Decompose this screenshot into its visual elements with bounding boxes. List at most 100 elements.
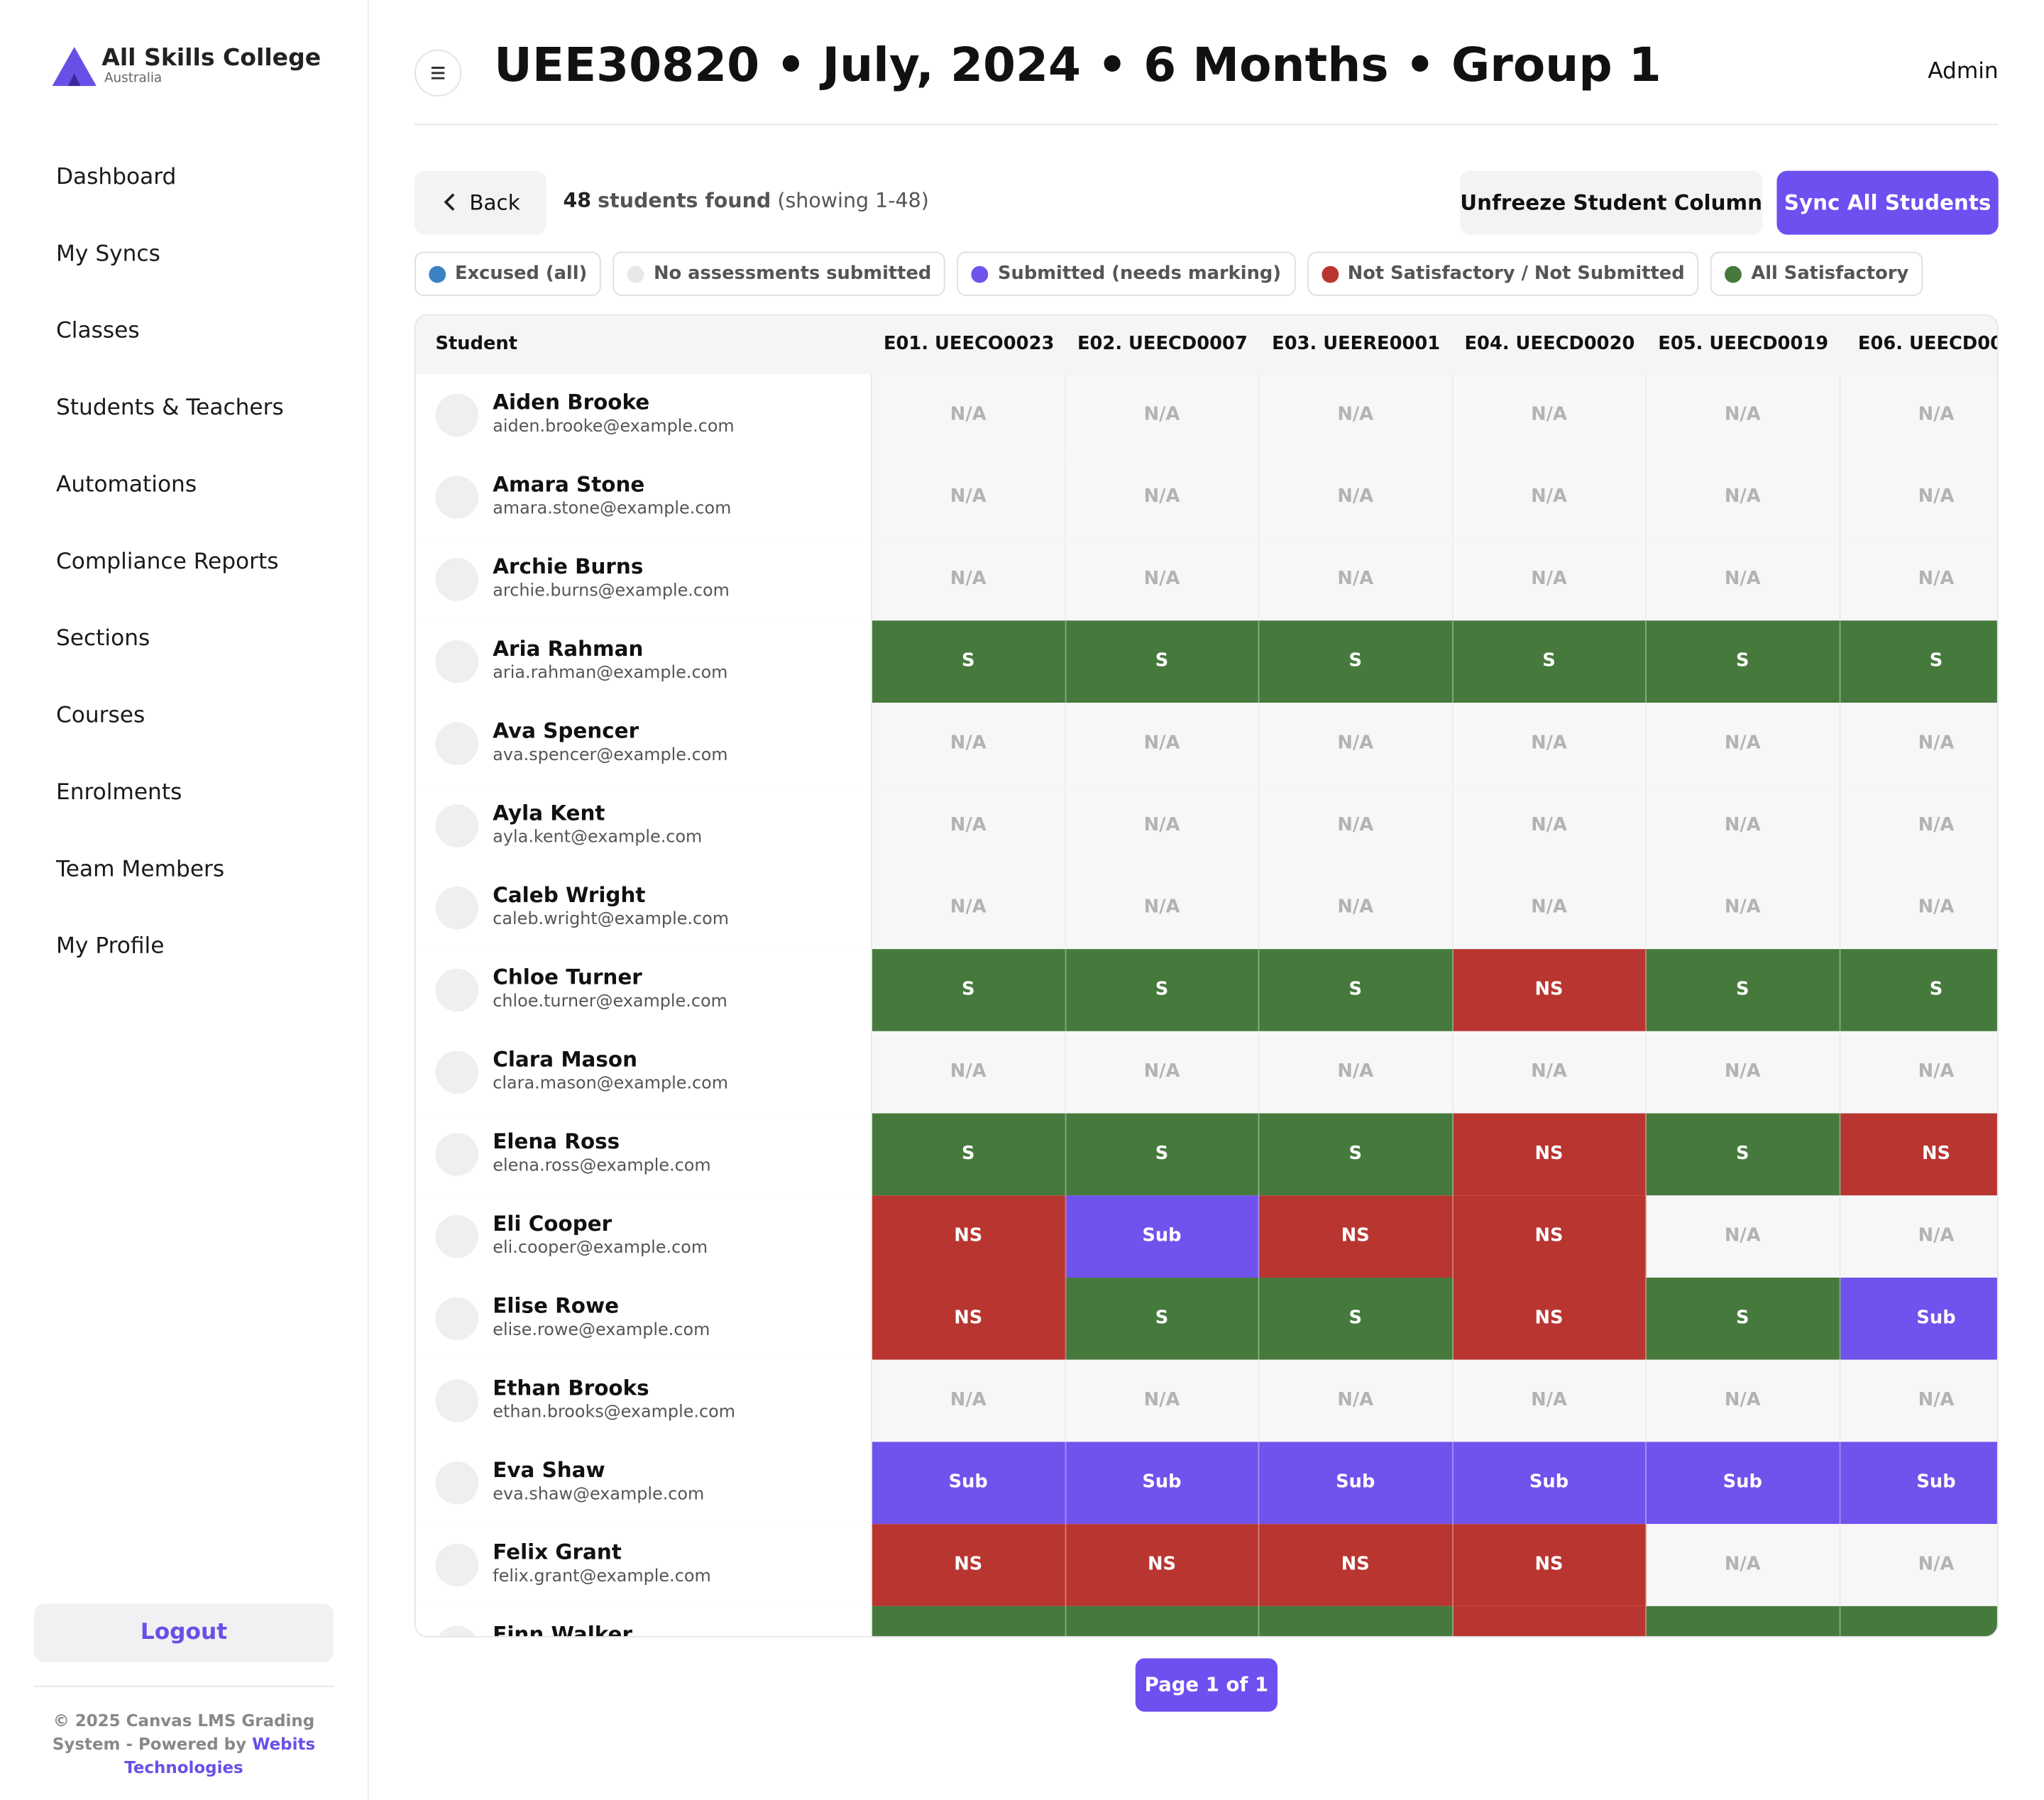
grade-cell[interactable]: N/A (1453, 1359, 1647, 1442)
grade-cell[interactable]: NS (1453, 1195, 1647, 1278)
nav-item[interactable]: My Syncs (55, 241, 160, 268)
grade-cell[interactable]: S (1065, 1113, 1260, 1196)
grade-cell[interactable]: S (1646, 949, 1840, 1031)
grade-cell[interactable]: S (872, 1113, 1066, 1196)
grade-cell[interactable]: N/A (1259, 374, 1454, 456)
unfreeze-button[interactable]: Unfreeze Student Column (1460, 170, 1763, 235)
grade-cell[interactable]: N/A (1065, 456, 1260, 539)
grade-cell[interactable]: S (1840, 949, 1997, 1031)
grade-cell[interactable]: NS (872, 1524, 1066, 1606)
sync-button[interactable]: Sync All Students (1776, 170, 1999, 235)
grade-cell[interactable]: N/A (1840, 1031, 1997, 1114)
grade-cell[interactable]: S (1259, 1113, 1454, 1196)
grade-cell[interactable]: N/A (1646, 1031, 1840, 1114)
grade-cell[interactable]: N/A (1840, 784, 1997, 867)
back-button[interactable]: Back (414, 170, 546, 235)
grade-cell[interactable]: Sub (1065, 1442, 1260, 1525)
grade-cell[interactable]: N/A (1840, 867, 1997, 950)
grade-cell[interactable]: Sub (1453, 1442, 1647, 1525)
grade-cell[interactable]: NS (1453, 1278, 1647, 1360)
grade-cell[interactable]: N/A (872, 374, 1066, 456)
grade-cell[interactable]: N/A (1453, 867, 1647, 950)
grade-cell[interactable]: S (1065, 620, 1260, 703)
grade-cell[interactable]: Sub (1065, 1195, 1260, 1278)
grade-cell[interactable]: N/A (1065, 1359, 1260, 1442)
nav-item[interactable]: Automations (55, 471, 197, 498)
grade-cell[interactable]: Sub (1259, 1442, 1454, 1525)
grade-cell[interactable]: N/A (1840, 1195, 1997, 1278)
grade-cell[interactable]: N/A (1065, 784, 1260, 867)
grade-cell[interactable]: N/A (1646, 1359, 1840, 1442)
grade-cell[interactable]: N/A (1453, 538, 1647, 621)
grade-cell[interactable]: N/A (1453, 784, 1647, 867)
grade-cell[interactable]: N/A (872, 784, 1066, 867)
grade-cell[interactable]: N/A (872, 1031, 1066, 1114)
grade-cell[interactable]: N/A (1453, 703, 1647, 785)
grade-cell[interactable]: N/A (1840, 538, 1997, 621)
nav-item[interactable]: Sections (55, 625, 150, 652)
nav-item[interactable]: Enrolments (55, 779, 182, 806)
grade-cell[interactable]: S (1646, 1113, 1840, 1196)
nav-item[interactable]: Students & Teachers (55, 395, 284, 422)
footer-link[interactable]: Webits Technologies (124, 1733, 316, 1777)
grade-cell[interactable]: NS (1453, 949, 1647, 1031)
grade-cell[interactable]: NS (1453, 1606, 1647, 1637)
pagination[interactable]: Page 1 of 1 (1135, 1658, 1278, 1712)
grade-cell[interactable]: N/A (1065, 867, 1260, 950)
grade-cell[interactable]: N/A (1646, 456, 1840, 539)
grade-cell[interactable]: S (1259, 1606, 1454, 1637)
grade-cell[interactable]: N/A (1646, 867, 1840, 950)
grade-cell[interactable]: Sub (1646, 1442, 1840, 1525)
grade-cell[interactable]: N/A (1840, 1359, 1997, 1442)
grade-cell[interactable]: N/A (872, 703, 1066, 785)
grade-cell[interactable]: N/A (1065, 1031, 1260, 1114)
grade-cell[interactable]: S (1840, 620, 1997, 703)
grade-cell[interactable]: S (1259, 620, 1454, 703)
grade-cell[interactable]: N/A (1259, 784, 1454, 867)
grade-cell[interactable]: S (1646, 1278, 1840, 1360)
grade-cell[interactable]: S (1259, 949, 1454, 1031)
grade-cell[interactable]: N/A (1840, 374, 1997, 456)
grade-cell[interactable]: N/A (872, 1359, 1066, 1442)
grade-cell[interactable]: N/A (1453, 456, 1647, 539)
grade-cell[interactable]: NS (1453, 1113, 1647, 1196)
grade-cell[interactable]: S (872, 1606, 1066, 1637)
grade-cell[interactable]: NS (1840, 1113, 1997, 1196)
grade-cell[interactable]: NS (1453, 1524, 1647, 1606)
grade-cell[interactable]: N/A (872, 867, 1066, 950)
grade-cell[interactable]: N/A (1646, 1524, 1840, 1606)
grade-cell[interactable]: NS (1065, 1524, 1260, 1606)
grade-cell[interactable]: NS (1259, 1195, 1454, 1278)
grade-cell[interactable]: Sub (1840, 1442, 1997, 1525)
grade-cell[interactable]: N/A (1259, 456, 1454, 539)
grade-cell[interactable]: S (1453, 620, 1647, 703)
grade-cell[interactable]: N/A (1065, 703, 1260, 785)
grade-cell[interactable]: N/A (1259, 1031, 1454, 1114)
grade-cell[interactable]: N/A (1259, 538, 1454, 621)
grade-cell[interactable]: N/A (1840, 703, 1997, 785)
grade-cell[interactable]: N/A (872, 538, 1066, 621)
legend-chip[interactable]: Not Satisfactory / Not Submitted (1307, 251, 1699, 296)
grade-cell[interactable]: N/A (1065, 374, 1260, 456)
nav-item[interactable]: Compliance Reports (55, 549, 279, 576)
grade-cell[interactable]: N/A (1646, 1195, 1840, 1278)
grade-cell[interactable]: N/A (1646, 374, 1840, 456)
grade-cell[interactable]: N/A (1840, 456, 1997, 539)
grade-cell[interactable]: N/A (1646, 538, 1840, 621)
nav-item[interactable]: Classes (55, 318, 140, 344)
grade-cell[interactable]: N/A (1065, 538, 1260, 621)
nav-item[interactable]: Dashboard (55, 164, 177, 191)
grade-cell[interactable]: N/A (1453, 374, 1647, 456)
menu-button[interactable] (414, 49, 462, 97)
grade-cell[interactable]: S (1065, 1606, 1260, 1637)
grade-cell[interactable]: N/A (1840, 1524, 1997, 1606)
user-menu[interactable]: Admin (1928, 58, 1999, 85)
logout-button[interactable]: Logout (33, 1603, 334, 1662)
nav-item[interactable]: My Profile (55, 933, 165, 960)
grade-cell[interactable]: S (1259, 1278, 1454, 1360)
grade-cell[interactable]: Sub (1840, 1278, 1997, 1360)
grade-cell[interactable]: Sub (872, 1442, 1066, 1525)
grade-cell[interactable]: S (872, 949, 1066, 1031)
grade-cell[interactable]: N/A (1259, 867, 1454, 950)
legend-chip[interactable]: Excused (all) (414, 251, 602, 296)
